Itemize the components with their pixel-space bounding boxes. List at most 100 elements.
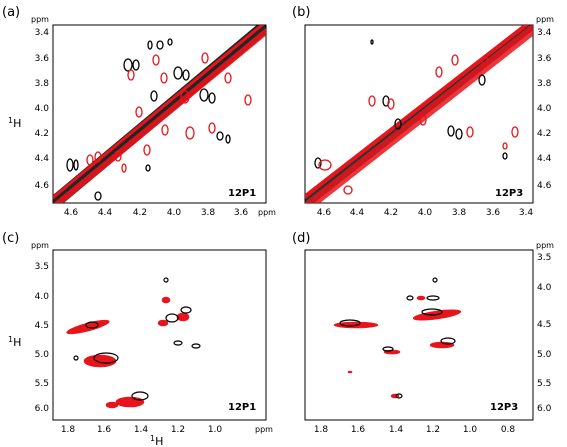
x-tick: 4.2	[384, 208, 398, 218]
y-unit: ppm	[536, 15, 554, 24]
peak-red	[160, 72, 168, 84]
peak-black	[225, 134, 231, 144]
y-tick: 4.6	[537, 181, 552, 191]
y-tick: 3.8	[537, 79, 552, 89]
peak-red	[127, 69, 135, 81]
y-label-sup: 1	[8, 335, 13, 344]
peak-red	[481, 56, 489, 68]
peak-red	[83, 354, 117, 368]
peak-black	[94, 191, 102, 201]
peak-red	[176, 312, 190, 322]
peak-red	[244, 94, 252, 106]
y-tick: 4.5	[537, 320, 551, 330]
peak-black	[173, 66, 183, 80]
y-tick: 5.5	[35, 379, 49, 389]
y-axis-label: 1H	[8, 116, 21, 130]
peak-black	[502, 152, 508, 160]
peak-black	[73, 355, 79, 361]
x-axis-label: 1H	[150, 434, 163, 447]
peak-black	[406, 295, 414, 301]
peak-red	[502, 142, 508, 150]
peak-black	[66, 158, 74, 172]
peak-red	[86, 154, 94, 166]
peak-black	[421, 308, 443, 316]
panel-c: (c) ppm 1H	[2, 231, 273, 447]
y-tick: 4.0	[537, 283, 552, 293]
spectrum-a	[53, 25, 266, 203]
y-tick: 4.5	[35, 321, 49, 331]
peak-red	[105, 401, 119, 409]
x-tick: 3.8	[452, 208, 467, 218]
peak-red	[161, 124, 169, 136]
peak-black	[191, 343, 201, 349]
peak-black	[182, 69, 190, 81]
plot-frame	[52, 24, 267, 204]
peak-black	[478, 74, 486, 86]
y-tick: 4.0	[537, 104, 552, 114]
y-tick: 4.2	[35, 129, 49, 139]
panel-letter: (c)	[2, 231, 19, 246]
panel-d: (d) ppm 12P3	[292, 231, 554, 435]
x-tick: 4.0	[418, 208, 433, 218]
peak-red	[224, 72, 232, 84]
sample-label: 12P1	[228, 188, 256, 199]
peak-red	[157, 319, 169, 327]
peak-red	[466, 126, 474, 138]
y-tick: 4.6	[35, 181, 50, 191]
peak-black	[145, 164, 151, 172]
peak-red	[161, 296, 171, 304]
plot-frame	[304, 24, 534, 204]
y-axis-label: 1H	[8, 335, 21, 349]
y-label-sup: 1	[8, 116, 13, 125]
peak-black	[395, 393, 403, 399]
peak-black	[132, 59, 140, 71]
peak-red	[121, 163, 127, 173]
peak-black	[208, 92, 216, 104]
panel-a: (a) ppm 1H	[2, 5, 276, 218]
peak-red	[143, 144, 151, 156]
plot-frame	[304, 249, 534, 421]
peak-red	[416, 295, 426, 301]
y-tick: 4.4	[537, 154, 552, 164]
peak-black	[339, 319, 361, 327]
y-unit: ppm	[31, 241, 49, 250]
panel-letter: (b)	[292, 5, 310, 20]
y-tick: 3.4	[537, 28, 552, 38]
peak-black	[93, 352, 119, 364]
panel-letter: (a)	[2, 5, 20, 20]
peak-red	[435, 66, 443, 78]
peak-red	[343, 185, 353, 195]
peak-black	[156, 40, 164, 50]
peak-black	[440, 337, 456, 345]
x-tick: 0.8	[501, 425, 516, 435]
x-tick: 1.6	[351, 425, 366, 435]
y-tick: 3.8	[35, 79, 50, 89]
x-tick: 1.8	[314, 425, 329, 435]
peak-red	[114, 150, 122, 162]
sample-label: 12P1	[228, 402, 256, 413]
peak-black	[73, 159, 79, 171]
y-tick: 4.2	[537, 129, 551, 139]
diagonal-red-2	[53, 25, 265, 200]
peak-black	[455, 128, 463, 140]
x-tick: 3.8	[201, 208, 216, 218]
peak-black	[85, 321, 99, 329]
x-tick: 1.2	[426, 425, 440, 435]
x-tick: 4.2	[133, 208, 147, 218]
x-tick: 4.6	[317, 208, 332, 218]
y-label-main: H	[13, 336, 21, 349]
peak-black	[394, 118, 402, 130]
peak-black	[147, 40, 153, 50]
y-tick: 4.0	[35, 104, 50, 114]
y-tick: 3.6	[35, 54, 50, 64]
y-tick: 3.5	[35, 262, 49, 272]
x-label-main: H	[155, 435, 163, 447]
peak-red	[185, 126, 195, 140]
peak-black	[382, 346, 394, 352]
peak-red	[419, 114, 427, 126]
peak-red	[387, 98, 395, 110]
sample-label: 12P3	[495, 188, 523, 199]
spectrum-c	[66, 277, 201, 409]
x-tick: 1.0	[208, 425, 223, 435]
x-unit: ppm	[258, 208, 276, 217]
